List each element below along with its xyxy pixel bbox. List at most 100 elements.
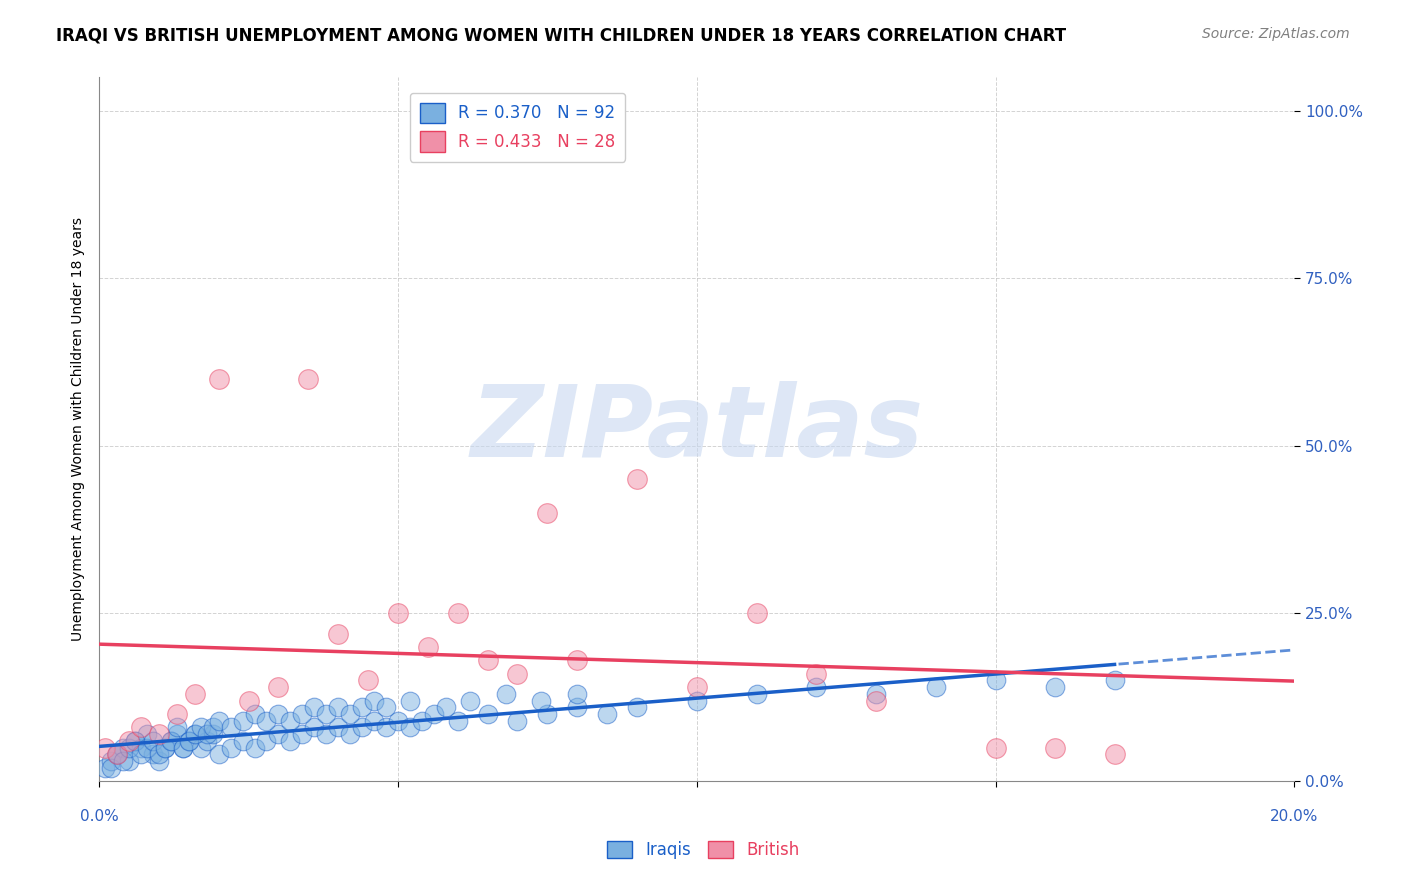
- Point: [118, 740, 141, 755]
- Legend: R = 0.370   N = 92, R = 0.433   N = 28: R = 0.370 N = 92, R = 0.433 N = 28: [409, 93, 626, 161]
- Point: [256, 714, 278, 728]
- Point: [315, 727, 337, 741]
- Point: [925, 680, 948, 694]
- Point: [94, 761, 117, 775]
- Text: 0.0%: 0.0%: [80, 809, 118, 824]
- Point: [136, 740, 159, 755]
- Point: [195, 727, 218, 741]
- Point: [280, 733, 302, 747]
- Point: [291, 727, 314, 741]
- Point: [339, 727, 361, 741]
- Point: [506, 714, 529, 728]
- Point: [124, 733, 146, 747]
- Point: [477, 706, 499, 721]
- Point: [172, 740, 194, 755]
- Point: [567, 687, 589, 701]
- Point: [328, 626, 350, 640]
- Point: [865, 687, 887, 701]
- Point: [280, 714, 302, 728]
- Point: [536, 706, 558, 721]
- Text: IRAQI VS BRITISH UNEMPLOYMENT AMONG WOMEN WITH CHILDREN UNDER 18 YEARS CORRELATI: IRAQI VS BRITISH UNEMPLOYMENT AMONG WOME…: [56, 27, 1066, 45]
- Point: [118, 754, 141, 768]
- Text: 20.0%: 20.0%: [1270, 809, 1319, 824]
- Point: [201, 727, 224, 741]
- Point: [865, 693, 887, 707]
- Text: Source: ZipAtlas.com: Source: ZipAtlas.com: [1202, 27, 1350, 41]
- Point: [190, 720, 212, 734]
- Point: [416, 640, 439, 654]
- Point: [148, 727, 170, 741]
- Point: [477, 653, 499, 667]
- Point: [304, 720, 326, 734]
- Point: [238, 693, 260, 707]
- Point: [124, 733, 146, 747]
- Point: [536, 506, 558, 520]
- Text: ZIPatlas: ZIPatlas: [470, 381, 924, 478]
- Point: [423, 706, 446, 721]
- Point: [153, 740, 176, 755]
- Point: [304, 700, 326, 714]
- Point: [352, 700, 374, 714]
- Point: [328, 700, 350, 714]
- Point: [267, 706, 290, 721]
- Point: [256, 733, 278, 747]
- Point: [1045, 680, 1067, 694]
- Y-axis label: Unemployment Among Women with Children Under 18 years: Unemployment Among Women with Children U…: [72, 218, 86, 641]
- Point: [984, 740, 1007, 755]
- Point: [160, 733, 183, 747]
- Point: [984, 673, 1007, 688]
- Point: [297, 372, 319, 386]
- Point: [387, 714, 409, 728]
- Point: [1104, 747, 1126, 762]
- Point: [160, 733, 183, 747]
- Point: [267, 680, 290, 694]
- Point: [1045, 740, 1067, 755]
- Point: [745, 607, 768, 621]
- Point: [105, 747, 128, 762]
- Point: [100, 761, 122, 775]
- Point: [112, 754, 135, 768]
- Point: [219, 720, 242, 734]
- Point: [686, 693, 709, 707]
- Point: [363, 714, 385, 728]
- Point: [291, 706, 314, 721]
- Point: [596, 706, 619, 721]
- Point: [315, 706, 337, 721]
- Point: [267, 727, 290, 741]
- Point: [184, 687, 207, 701]
- Point: [184, 727, 207, 741]
- Point: [399, 720, 422, 734]
- Point: [387, 607, 409, 621]
- Point: [100, 754, 122, 768]
- Point: [172, 740, 194, 755]
- Point: [806, 666, 828, 681]
- Point: [458, 693, 481, 707]
- Point: [153, 740, 176, 755]
- Point: [745, 687, 768, 701]
- Point: [94, 740, 117, 755]
- Point: [328, 720, 350, 734]
- Point: [184, 727, 207, 741]
- Point: [434, 700, 457, 714]
- Point: [447, 714, 470, 728]
- Point: [626, 473, 648, 487]
- Point: [208, 372, 231, 386]
- Point: [105, 747, 128, 762]
- Legend: Iraqis, British: Iraqis, British: [600, 834, 806, 866]
- Point: [232, 714, 254, 728]
- Point: [567, 653, 589, 667]
- Point: [506, 666, 529, 681]
- Point: [112, 740, 135, 755]
- Point: [195, 733, 218, 747]
- Point: [339, 706, 361, 721]
- Point: [166, 706, 188, 721]
- Point: [142, 733, 165, 747]
- Point: [201, 720, 224, 734]
- Point: [142, 747, 165, 762]
- Point: [166, 727, 188, 741]
- Point: [495, 687, 517, 701]
- Point: [352, 720, 374, 734]
- Point: [129, 720, 152, 734]
- Point: [208, 714, 231, 728]
- Point: [375, 720, 398, 734]
